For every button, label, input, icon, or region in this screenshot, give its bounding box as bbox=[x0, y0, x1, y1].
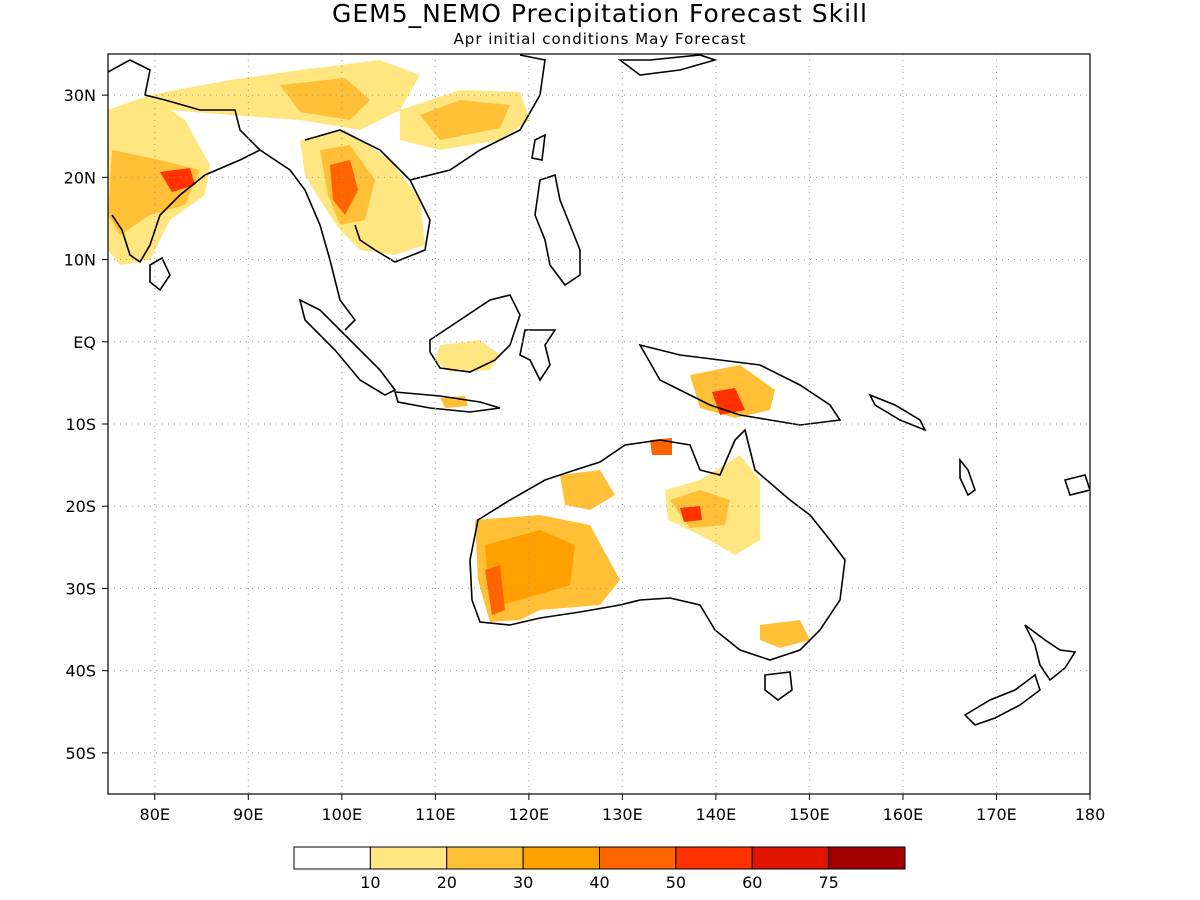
shade-nsw bbox=[760, 620, 810, 648]
colorbar-label: 50 bbox=[666, 873, 686, 892]
coast-india bbox=[108, 59, 262, 264]
colorbar-label: 75 bbox=[818, 873, 838, 892]
coast-java bbox=[393, 391, 501, 413]
lat-tick-label: 20N bbox=[64, 168, 96, 187]
lat-tick-label: 30S bbox=[65, 579, 96, 598]
shade-borneo bbox=[435, 340, 500, 372]
colorbar-label: 20 bbox=[437, 873, 457, 892]
skill-shading bbox=[108, 60, 810, 648]
shade-india-core bbox=[160, 168, 195, 192]
lon-tick-label: 180 bbox=[1075, 805, 1106, 824]
coastlines bbox=[108, 54, 1090, 726]
coast-sumatra bbox=[298, 298, 397, 396]
coast-sulawesi bbox=[519, 329, 557, 382]
colorbar-swatch bbox=[599, 846, 677, 870]
map-plot-area: 30N 20N 10N EQ 10S 20S 30S 40S 50S 80E 90E 100E 110E… bbox=[64, 53, 1106, 824]
colorbar-swatch bbox=[446, 846, 524, 870]
axis-ticks: 30N 20N 10N EQ 10S 20S 30S 40S 50S 80E 90E 100E 110E… bbox=[64, 86, 1106, 824]
lat-tick-label: 40S bbox=[65, 662, 96, 681]
shade-indochina-core bbox=[330, 160, 358, 215]
coast-borneo bbox=[429, 294, 521, 373]
lon-tick-label: 140E bbox=[696, 805, 737, 824]
lon-tick-label: 80E bbox=[140, 805, 170, 824]
shade-tibet-inner bbox=[280, 78, 370, 120]
shade-qld-core bbox=[680, 506, 702, 522]
coast-taiwan bbox=[531, 133, 546, 161]
lon-tick-label: 150E bbox=[789, 805, 830, 824]
coast-philippines bbox=[534, 173, 581, 287]
lon-tick-label: 110E bbox=[415, 805, 456, 824]
lat-tick-label: 10S bbox=[65, 415, 96, 434]
colorbar-swatch bbox=[828, 846, 906, 870]
coast-solomons bbox=[868, 393, 927, 432]
gridlines bbox=[108, 54, 1090, 794]
colorbar: 10 20 30 40 50 60 75 bbox=[293, 846, 906, 892]
coast-nz-north bbox=[1024, 624, 1077, 682]
shade-north-aus bbox=[650, 438, 672, 455]
colorbar-swatch bbox=[751, 846, 830, 870]
figure-title: GEM5_NEMO Precipitation Forecast Skill bbox=[332, 0, 868, 28]
colorbar-swatch bbox=[369, 846, 448, 870]
lat-tick-label: 50S bbox=[65, 744, 96, 763]
coast-indochina bbox=[304, 129, 431, 263]
coast-australia bbox=[469, 428, 846, 661]
coast-burma-thailand bbox=[259, 149, 357, 331]
lat-tick-label: EQ bbox=[73, 333, 96, 352]
coast-fiji bbox=[1063, 474, 1090, 496]
coast-tasmania bbox=[764, 671, 793, 701]
colorbar-label: 60 bbox=[742, 873, 762, 892]
lon-tick-label: 130E bbox=[602, 805, 643, 824]
shade-nt bbox=[560, 470, 615, 510]
figure-subtitle: Apr initial conditions May Forecast bbox=[454, 30, 747, 48]
shade-wa-inner bbox=[485, 530, 575, 605]
lon-tick-label: 120E bbox=[509, 805, 550, 824]
shade-wa-core bbox=[485, 565, 505, 615]
coast-vanuatu bbox=[959, 457, 976, 497]
coast-newguinea bbox=[638, 343, 842, 426]
lat-tick-label: 30N bbox=[64, 86, 96, 105]
shade-tibet bbox=[150, 60, 420, 130]
lon-tick-label: 90E bbox=[233, 805, 263, 824]
colorbar-swatch bbox=[675, 846, 753, 870]
lon-tick-label: 160E bbox=[883, 805, 924, 824]
colorbar-swatch bbox=[293, 846, 371, 870]
shade-china-inner bbox=[420, 100, 510, 140]
coast-china bbox=[409, 54, 546, 181]
lon-tick-label: 170E bbox=[976, 805, 1017, 824]
colorbar-swatch bbox=[522, 846, 600, 870]
colorbar-label: 10 bbox=[360, 873, 380, 892]
colorbar-label: 40 bbox=[589, 873, 609, 892]
coast-japan bbox=[617, 54, 718, 76]
lat-tick-label: 10N bbox=[64, 251, 96, 270]
coast-nz-south bbox=[963, 673, 1041, 726]
lon-tick-label: 100E bbox=[321, 805, 362, 824]
lat-tick-label: 20S bbox=[65, 497, 96, 516]
coast-srilanka bbox=[149, 256, 171, 292]
colorbar-label: 30 bbox=[513, 873, 533, 892]
